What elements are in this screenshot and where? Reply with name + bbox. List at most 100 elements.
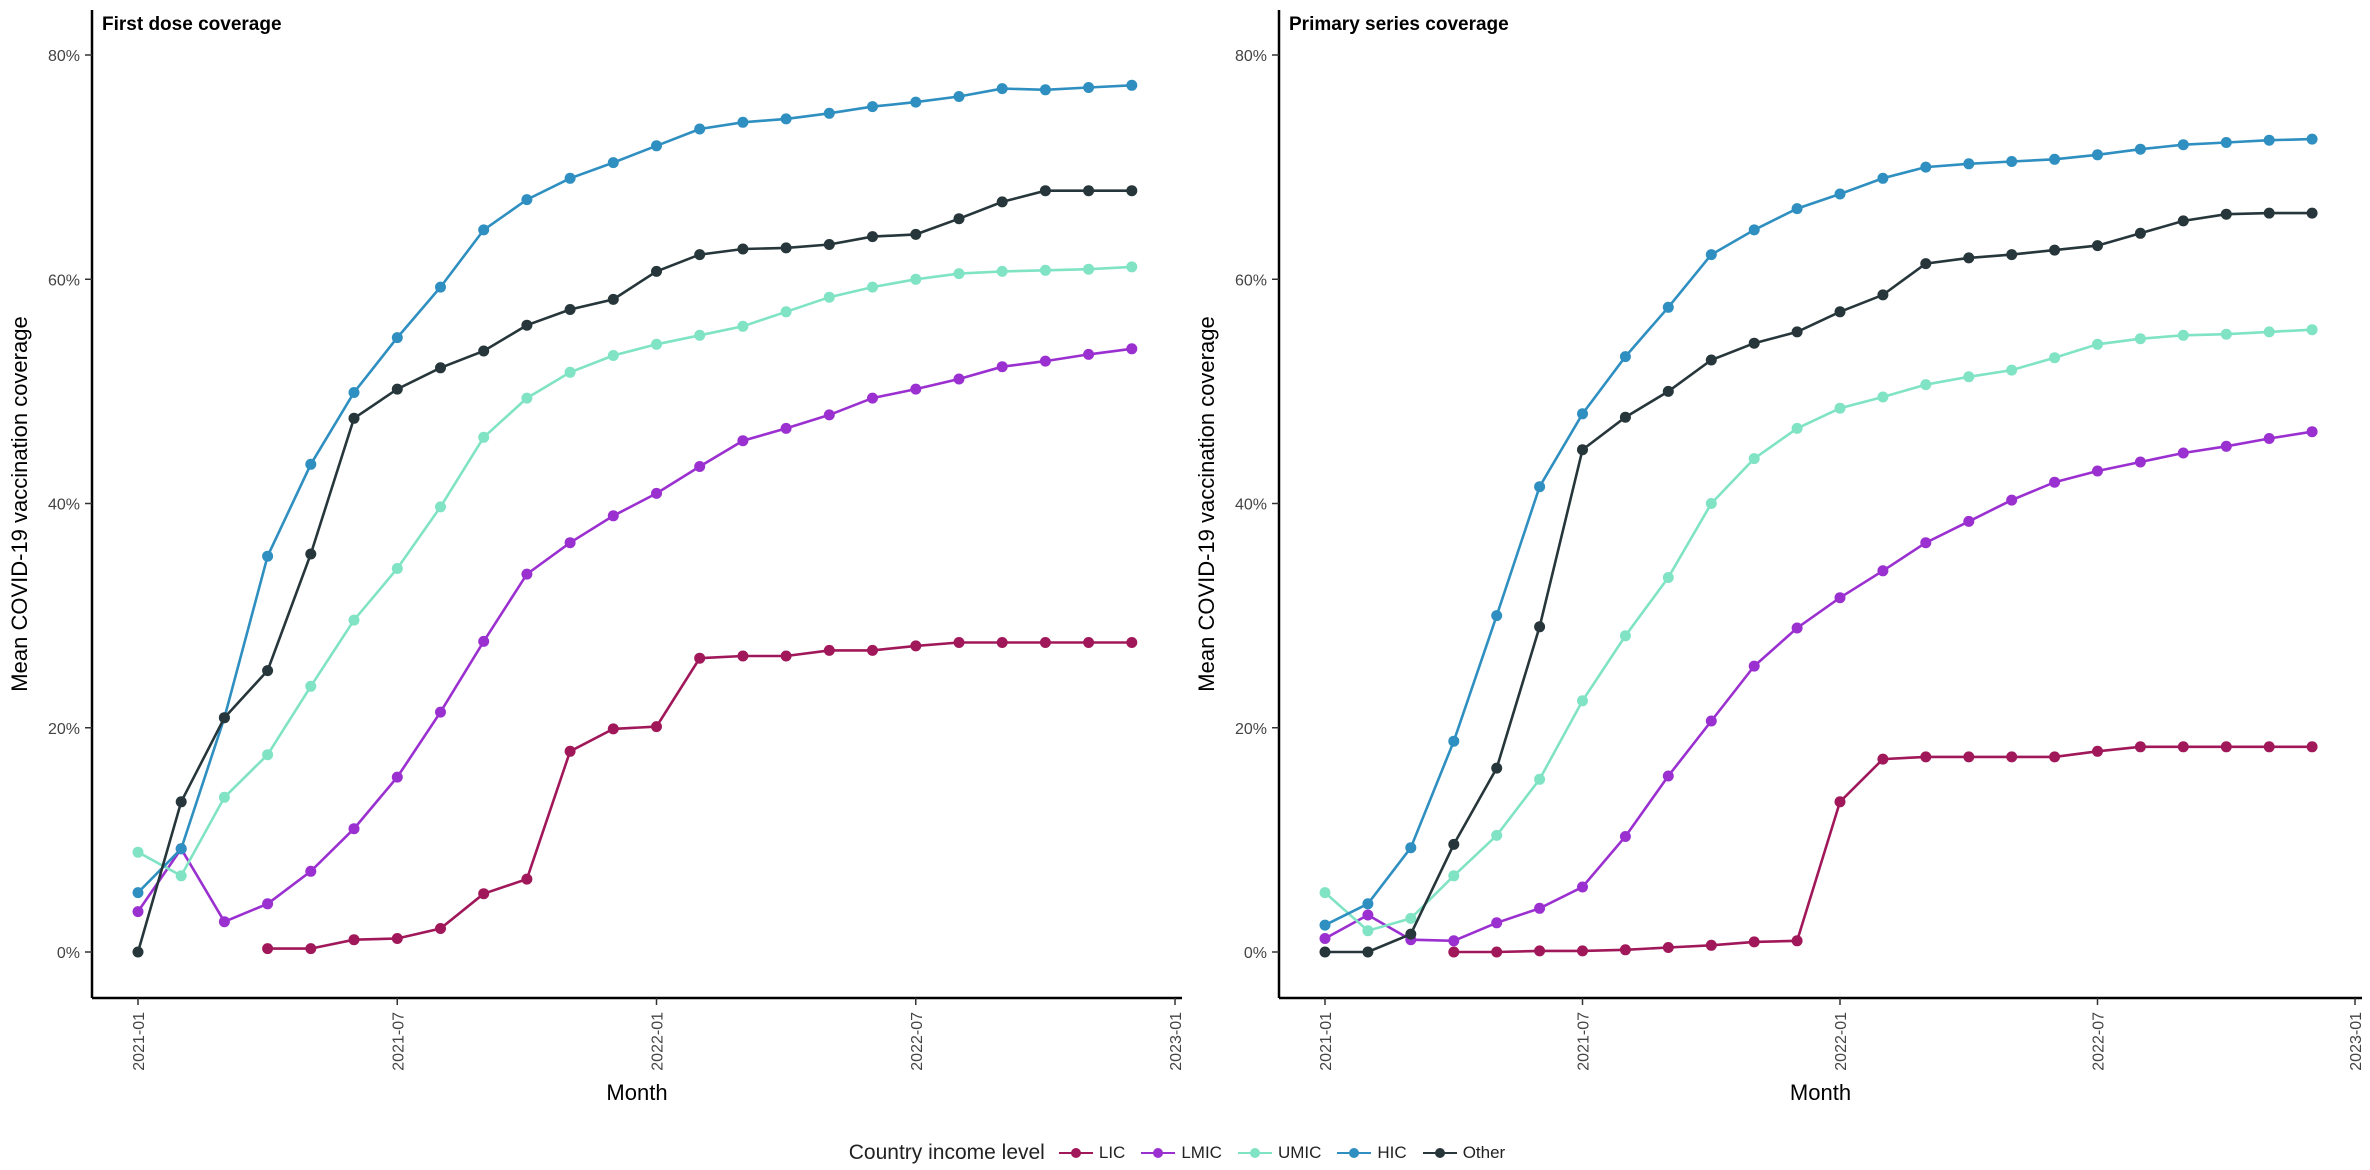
data-point-umic xyxy=(823,291,835,303)
data-point-hic xyxy=(2177,139,2189,151)
data-point-other xyxy=(2263,207,2275,219)
data-point-lmic xyxy=(1448,935,1460,947)
data-point-lic xyxy=(2049,751,2061,763)
series-lmic xyxy=(132,343,1138,928)
data-point-lic xyxy=(867,644,878,656)
data-point-hic xyxy=(564,172,576,184)
data-point-lic xyxy=(1920,751,1932,763)
data-point-lmic xyxy=(823,409,835,421)
series-line-hic xyxy=(1324,137,2313,927)
data-point-umic xyxy=(867,281,878,293)
data-point-umic xyxy=(2049,352,2061,364)
data-point-other xyxy=(1405,928,1417,940)
data-point-lmic xyxy=(1039,355,1051,367)
data-point-hic xyxy=(348,387,360,398)
data-point-lmic xyxy=(262,898,274,910)
data-point-lic xyxy=(1662,942,1674,953)
data-point-umic xyxy=(218,791,230,803)
data-point-lic xyxy=(348,934,360,946)
data-point-umic xyxy=(1963,371,1975,383)
data-point-lic xyxy=(2177,741,2189,753)
data-point-other xyxy=(737,243,749,255)
data-point-hic xyxy=(305,458,317,470)
data-point-other xyxy=(1877,289,1889,301)
data-point-umic xyxy=(1039,264,1051,276)
data-point-hic xyxy=(651,140,662,152)
data-point-other xyxy=(1834,306,1846,318)
data-point-other xyxy=(2220,208,2232,220)
y-tick-label: 60% xyxy=(48,272,80,289)
data-point-lic xyxy=(607,723,619,735)
data-point-lmic xyxy=(1577,881,1588,893)
data-point-umic xyxy=(1748,453,1760,465)
series-line-lic xyxy=(1453,745,2313,954)
data-point-umic xyxy=(1448,870,1460,882)
series-line-other xyxy=(136,189,1132,953)
data-point-umic xyxy=(2263,326,2275,338)
data-point-lmic xyxy=(218,916,230,928)
data-point-lic xyxy=(2092,745,2103,757)
y-tick-label: 0% xyxy=(1244,945,1267,962)
data-point-hic xyxy=(175,843,187,855)
data-point-hic xyxy=(521,194,533,206)
data-point-other xyxy=(1920,258,1932,270)
x-axis-label: Month xyxy=(1790,1080,1851,1105)
legend-key-lic xyxy=(1058,1146,1093,1160)
data-point-other xyxy=(1705,354,1717,366)
data-point-lmic xyxy=(2263,433,2275,444)
data-point-umic xyxy=(1534,773,1546,785)
data-point-other xyxy=(1963,252,1975,264)
series-line-hic xyxy=(137,84,1132,894)
series-other xyxy=(1319,207,2318,958)
data-point-lmic xyxy=(1791,622,1803,634)
data-point-lic xyxy=(1791,935,1803,947)
data-point-other xyxy=(262,665,274,677)
data-point-lmic xyxy=(694,461,706,472)
data-point-hic xyxy=(823,107,835,119)
data-point-lmic xyxy=(1662,770,1674,782)
data-point-lmic xyxy=(1963,515,1975,527)
data-point-umic xyxy=(1319,887,1331,899)
data-point-lmic xyxy=(1748,660,1760,672)
data-point-lic xyxy=(564,745,576,757)
series-line-other xyxy=(1325,211,2313,954)
data-point-umic xyxy=(1877,391,1889,403)
data-point-umic xyxy=(521,392,533,404)
data-point-other xyxy=(1662,385,1674,397)
data-point-other xyxy=(1083,185,1095,197)
data-point-other xyxy=(2306,207,2318,219)
legend-label-other: Other xyxy=(1462,1143,1506,1162)
x-tick-label: 2021-07 xyxy=(1576,1012,1593,1071)
data-point-other xyxy=(1362,946,1374,958)
data-point-lic xyxy=(1039,637,1051,648)
data-point-umic xyxy=(305,680,317,692)
legend-item-hic: HIC xyxy=(1337,1143,1407,1163)
data-point-lic xyxy=(2134,741,2146,753)
data-point-lmic xyxy=(737,435,749,447)
data-point-lmic xyxy=(607,510,619,522)
series-line-umic xyxy=(1324,328,2313,933)
data-point-hic xyxy=(1126,79,1138,91)
data-point-hic xyxy=(2006,156,2018,167)
data-point-umic xyxy=(1834,402,1846,414)
y-tick-label: 20% xyxy=(48,721,80,738)
data-point-lmic xyxy=(867,392,878,404)
data-point-lmic xyxy=(564,537,576,549)
series-hic xyxy=(1319,133,2318,931)
x-tick-label: 2021-07 xyxy=(390,1012,407,1071)
data-point-lic xyxy=(1748,936,1760,948)
data-point-umic xyxy=(2220,328,2232,340)
data-point-lic xyxy=(737,650,749,662)
data-point-lic xyxy=(2006,751,2018,763)
legend-key-lmic xyxy=(1141,1146,1176,1160)
legend-label-hic: HIC xyxy=(1377,1143,1407,1162)
data-point-umic xyxy=(1126,261,1138,273)
data-point-lmic xyxy=(1126,343,1138,355)
data-point-lic xyxy=(1448,946,1460,958)
data-point-lic xyxy=(910,640,922,652)
data-point-lic xyxy=(305,943,317,955)
x-tick-label: 2022-07 xyxy=(2091,1012,2108,1071)
data-point-hic xyxy=(1319,919,1331,931)
data-point-lic xyxy=(823,644,835,656)
data-point-lic xyxy=(478,888,490,900)
